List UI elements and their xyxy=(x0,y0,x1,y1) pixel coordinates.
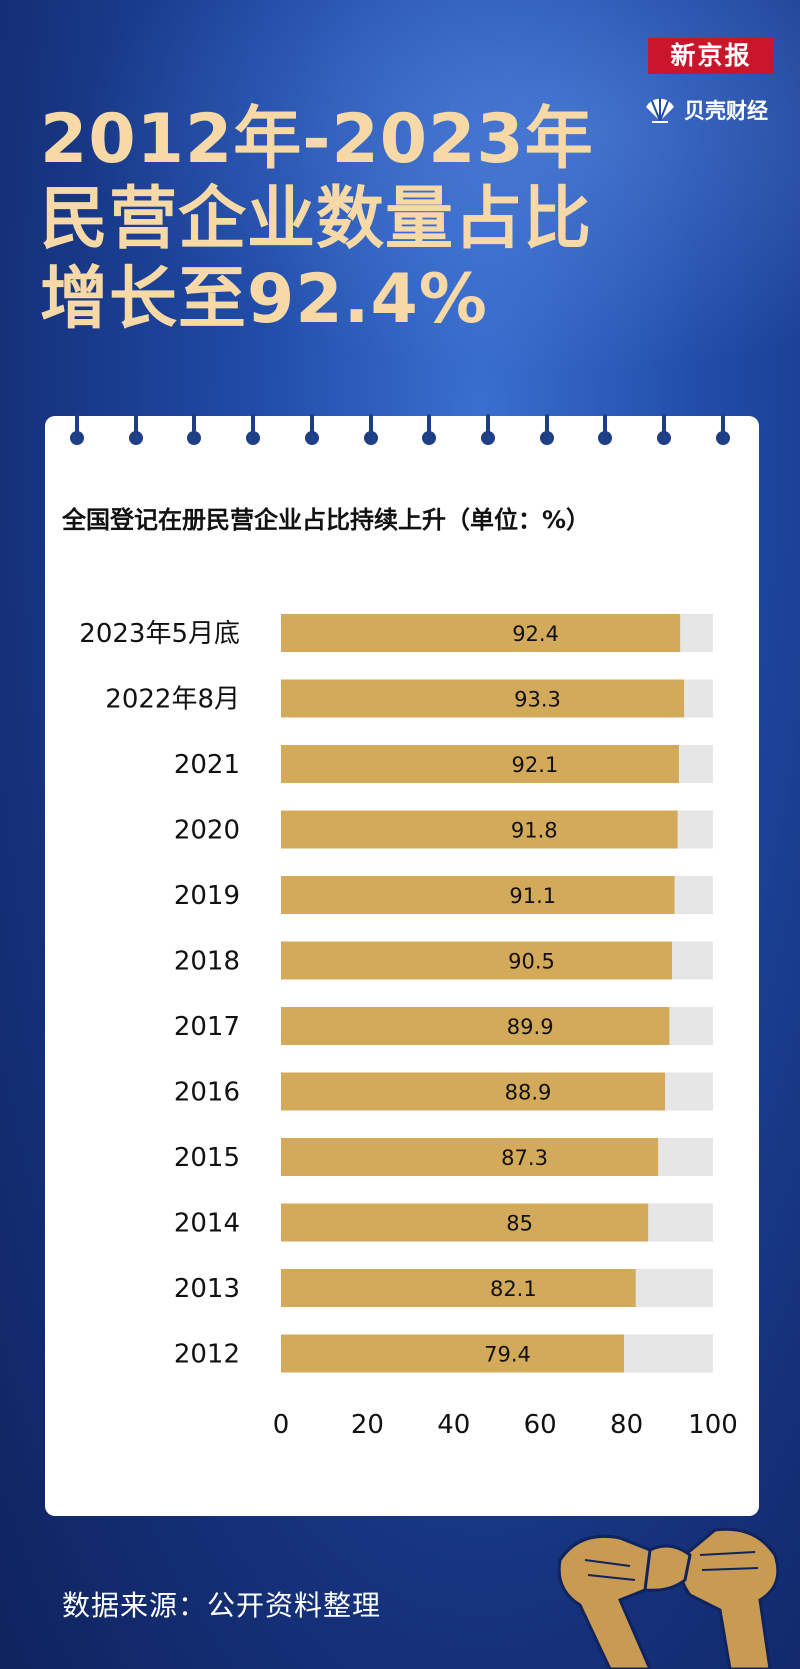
value-label: 87.3 xyxy=(501,1146,548,1170)
bar xyxy=(281,1138,659,1176)
category-label: 2018 xyxy=(174,947,240,977)
notebook-rings xyxy=(45,414,759,454)
beike-logo-text: 贝壳财经 xyxy=(684,99,768,123)
bar xyxy=(281,1072,666,1111)
bar xyxy=(281,745,679,783)
x-tick-label: 0 xyxy=(273,1410,290,1440)
bar xyxy=(281,1007,670,1045)
value-label: 88.9 xyxy=(505,1081,552,1105)
bar xyxy=(281,1334,625,1373)
headline: 2012年-2023年 民营企业数量占比 增长至92.4% xyxy=(40,100,640,340)
value-label: 91.1 xyxy=(509,884,556,908)
x-tick-label: 20 xyxy=(351,1410,384,1440)
value-label: 91.8 xyxy=(511,819,558,843)
category-label: 2012 xyxy=(174,1340,240,1370)
raised-fists-icon xyxy=(557,1527,780,1669)
value-label: 92.1 xyxy=(512,753,559,777)
value-label: 92.4 xyxy=(512,622,559,646)
value-label: 90.5 xyxy=(508,950,555,974)
category-label: 2022年8月 xyxy=(105,685,240,715)
shell-icon xyxy=(646,98,674,123)
category-label: 2021 xyxy=(174,750,240,780)
bar xyxy=(281,1269,636,1307)
category-label: 2023年5月底 xyxy=(79,619,240,649)
headline-line-2: 民营企业数量占比 xyxy=(40,180,593,259)
headline-line-3: 增长至92.4% xyxy=(40,260,488,339)
chart-title: 全国登记在册民营企业占比持续上升（单位：%） xyxy=(62,506,591,534)
value-label: 79.4 xyxy=(484,1343,531,1367)
x-tick-label: 60 xyxy=(524,1410,557,1440)
beike-logo: 贝壳财经 xyxy=(642,94,768,126)
bar xyxy=(281,876,675,914)
bar xyxy=(281,679,685,718)
x-tick-label: 40 xyxy=(437,1410,470,1440)
category-label: 2014 xyxy=(174,1209,240,1239)
value-label: 93.3 xyxy=(514,688,561,712)
bar xyxy=(281,614,681,652)
value-label: 85 xyxy=(506,1212,533,1236)
headline-line-1: 2012年-2023年 xyxy=(40,100,594,179)
category-label: 2020 xyxy=(174,816,240,846)
bar xyxy=(281,1203,649,1242)
x-tick-label: 100 xyxy=(688,1410,738,1440)
bar xyxy=(281,941,672,980)
bar xyxy=(281,810,678,849)
category-label: 2017 xyxy=(174,1012,240,1042)
category-label: 2015 xyxy=(174,1143,240,1173)
category-label: 2013 xyxy=(174,1274,240,1304)
xinjingbao-logo: 新京报 xyxy=(648,38,774,74)
x-tick-label: 80 xyxy=(610,1410,643,1440)
category-label: 2016 xyxy=(174,1078,240,1108)
value-label: 89.9 xyxy=(507,1015,554,1039)
value-label: 82.1 xyxy=(490,1277,537,1301)
data-source: 数据来源：公开资料整理 xyxy=(62,1589,382,1622)
category-label: 2019 xyxy=(174,881,240,911)
